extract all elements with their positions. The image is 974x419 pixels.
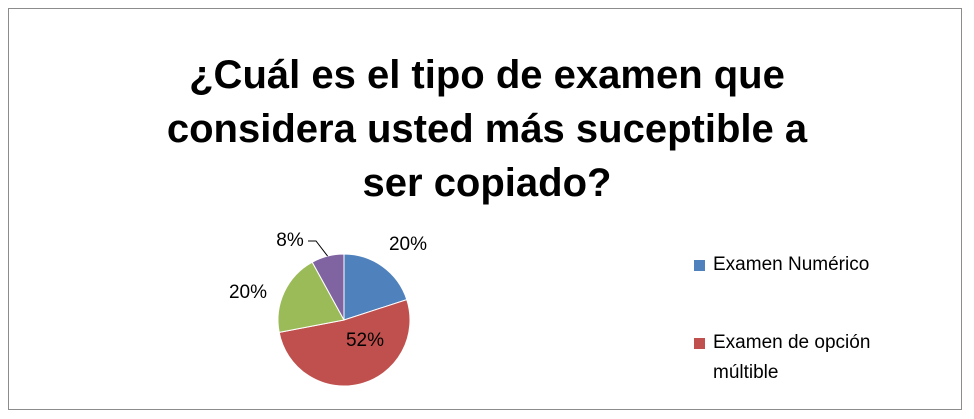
- pie-slice: [343, 253, 408, 321]
- legend-label: Examen Numérico: [713, 254, 870, 275]
- chart-title: ¿Cuál es el tipo de examen que considera…: [166, 53, 808, 205]
- data-label: 8%: [276, 230, 304, 251]
- data-label: 20%: [229, 282, 267, 303]
- pie-slice: [311, 253, 345, 321]
- data-label: 20%: [389, 234, 427, 255]
- legend-swatch: [694, 338, 705, 349]
- chart-frame: [8, 8, 962, 410]
- data-label: 52%: [346, 330, 384, 351]
- legend-label: Examen de opción múltible: [713, 332, 871, 383]
- leader-line: [308, 240, 328, 257]
- pie-slice: [277, 261, 345, 333]
- pie-slice: [278, 298, 411, 387]
- legend-swatch: [694, 260, 705, 271]
